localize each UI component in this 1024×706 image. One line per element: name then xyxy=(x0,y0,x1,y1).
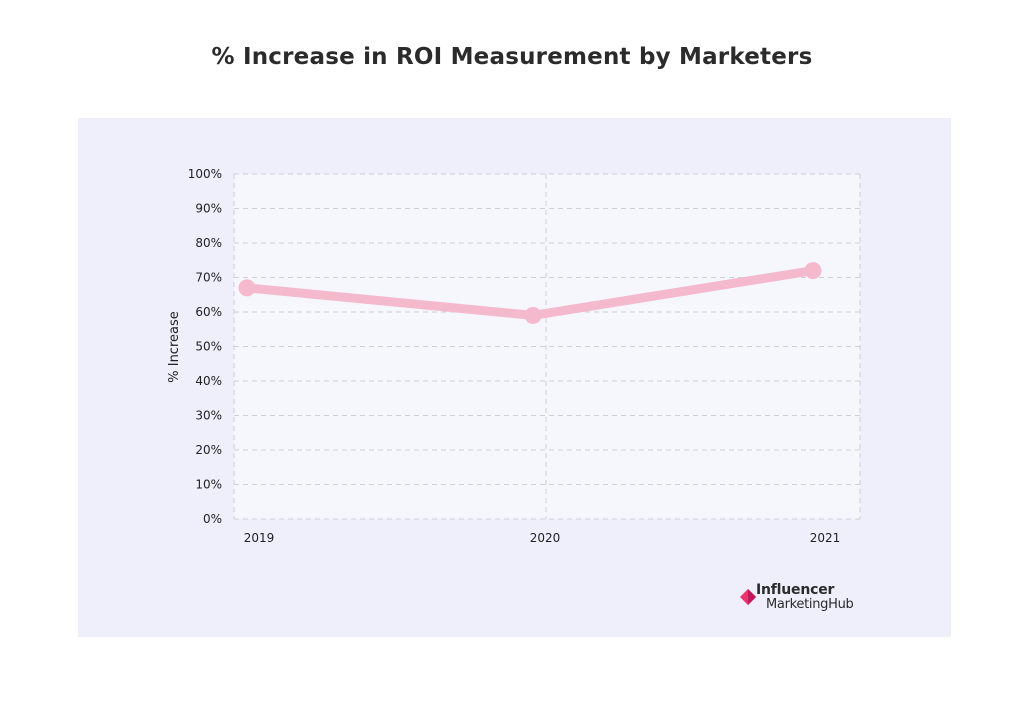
y-tick-label: 90% xyxy=(195,202,222,216)
series-layer xyxy=(238,262,822,324)
logo-line2: MarketingHub xyxy=(766,597,854,612)
y-tick-label: 50% xyxy=(195,340,222,354)
y-tick-label: 60% xyxy=(195,305,222,319)
data-point xyxy=(804,262,822,280)
y-tick-label: 80% xyxy=(195,236,222,250)
y-tick-label: 40% xyxy=(195,374,222,388)
x-tick-label: 2021 xyxy=(810,531,841,545)
x-tick-label: 2020 xyxy=(530,531,561,545)
chart-title: % Increase in ROI Measurement by Markete… xyxy=(211,44,813,70)
y-tick-label: 100% xyxy=(188,167,222,181)
y-tick-label: 0% xyxy=(203,512,222,526)
logo-line1: Influencer xyxy=(756,582,835,598)
y-axis-label: % Increase xyxy=(167,311,182,383)
data-point xyxy=(524,306,542,324)
x-tick-label: 2019 xyxy=(244,531,275,545)
plot-area xyxy=(234,174,860,519)
y-tick-label: 30% xyxy=(195,409,222,423)
y-tick-label: 10% xyxy=(195,478,222,492)
logo-diamond-icon xyxy=(740,589,756,605)
data-point xyxy=(238,279,256,297)
y-tick-labels: 0% 10% 20% 30% 40% 50% 60% 70% 80% 90% 100% xyxy=(188,167,222,526)
influencer-marketinghub-logo: Influencer MarketingHub xyxy=(738,582,868,614)
y-tick-label: 20% xyxy=(195,443,222,457)
grid-layer xyxy=(233,173,861,520)
y-tick-label: 70% xyxy=(195,271,222,285)
x-tick-labels: 2019 2020 2021 xyxy=(244,531,841,545)
